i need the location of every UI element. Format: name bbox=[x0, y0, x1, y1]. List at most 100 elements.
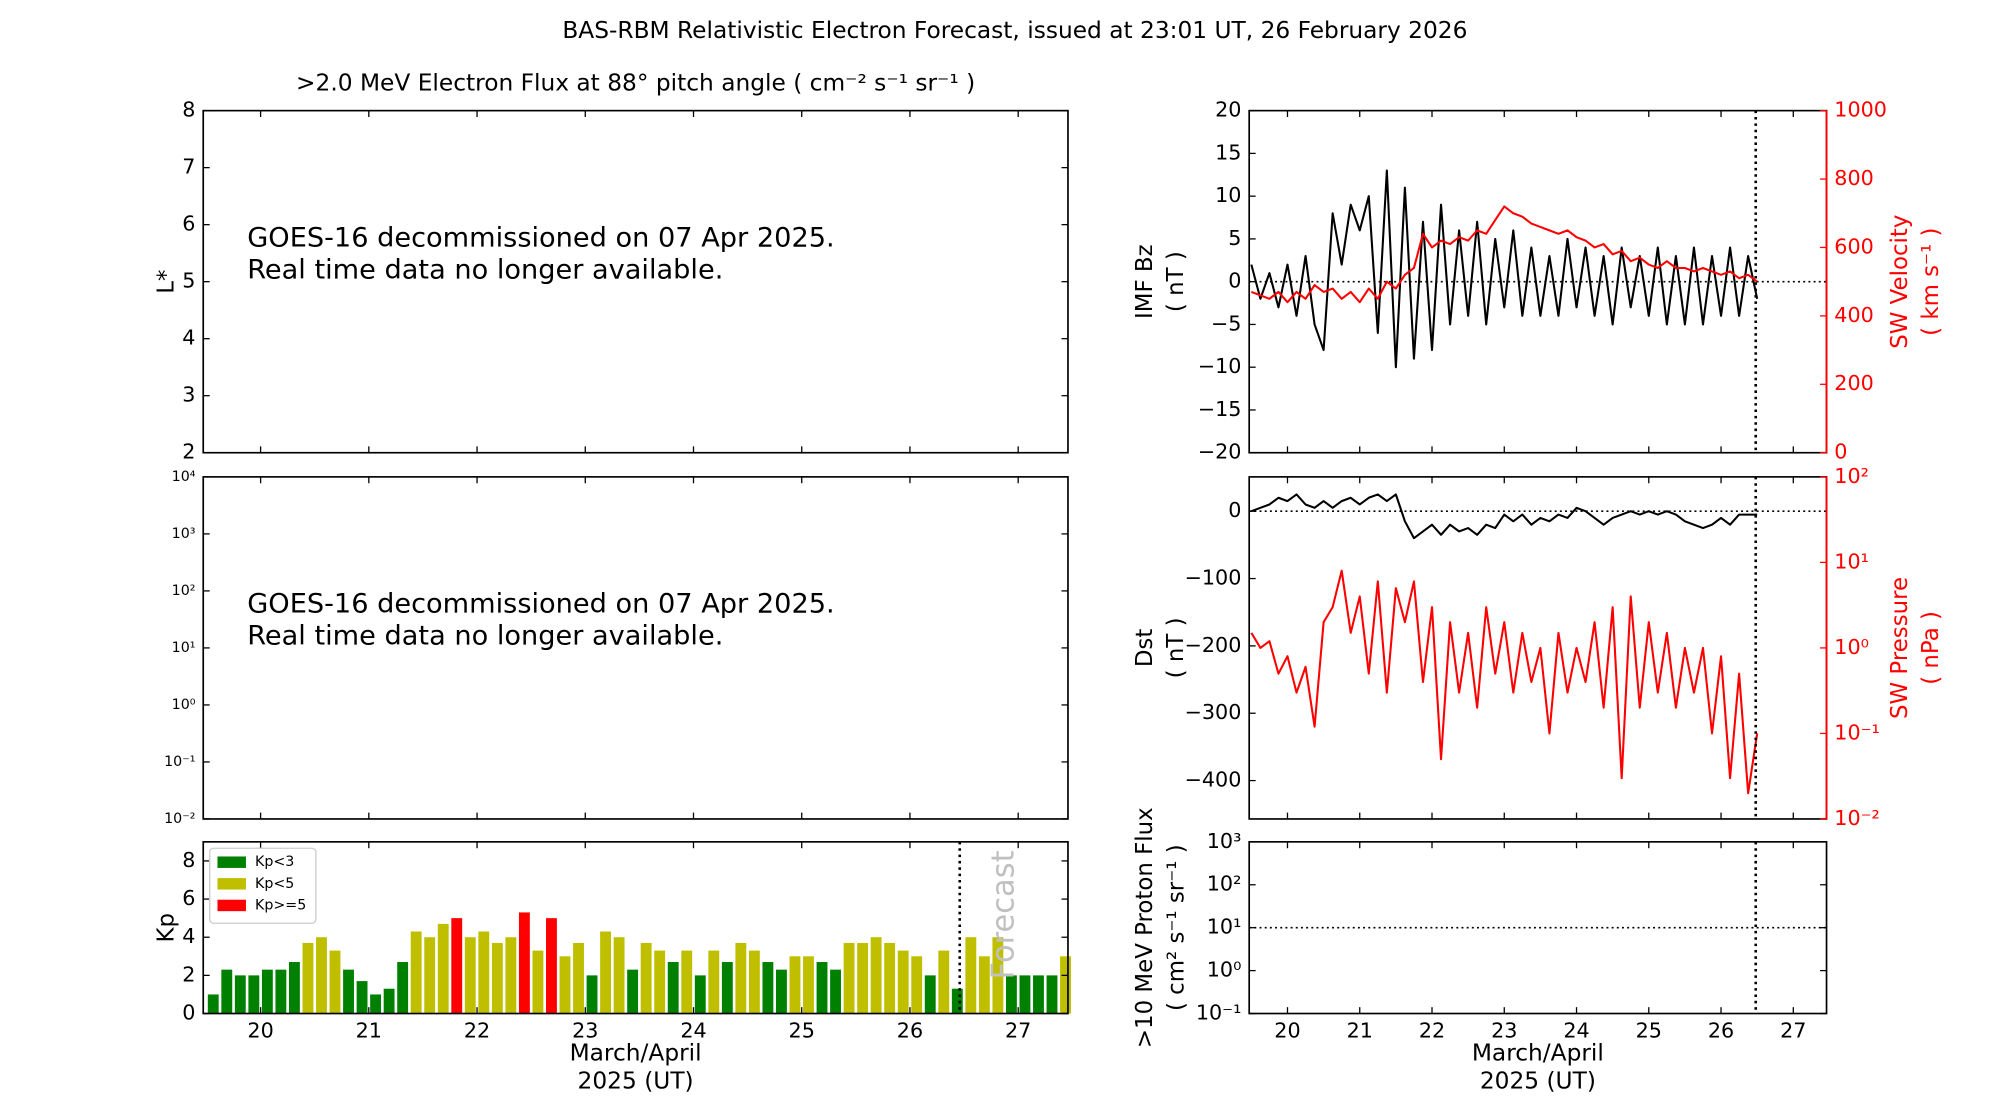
y-tick-label: 20 bbox=[1215, 98, 1241, 122]
bar bbox=[748, 950, 760, 1014]
bar bbox=[924, 975, 936, 1014]
x-tick-label: 24 bbox=[1563, 1018, 1589, 1042]
y-tick-label: −10 bbox=[1198, 354, 1242, 378]
bar bbox=[667, 962, 679, 1014]
bar bbox=[248, 975, 260, 1014]
y-tick-label: 10³ bbox=[1207, 829, 1242, 853]
bar bbox=[424, 937, 436, 1014]
bar bbox=[978, 956, 990, 1014]
panel-title: >2.0 MeV Electron Flux at 88° pitch angl… bbox=[296, 71, 975, 97]
bar bbox=[830, 969, 841, 1014]
y-axis-label: ( nT ) bbox=[1163, 617, 1189, 678]
bar bbox=[884, 942, 896, 1014]
y2-tick-label: 200 bbox=[1834, 371, 1874, 395]
bar bbox=[803, 956, 814, 1014]
y2-axis-label: ( km s⁻¹ ) bbox=[1918, 228, 1944, 336]
y2-axis-label: ( nPa ) bbox=[1918, 611, 1944, 685]
bar bbox=[546, 918, 557, 1014]
y2-tick-label: 1000 bbox=[1834, 98, 1887, 122]
y-tick-label: 0 bbox=[182, 1001, 195, 1025]
bar bbox=[1019, 975, 1031, 1014]
y-tick-label: −200 bbox=[1185, 633, 1242, 657]
y-tick-label: 10 bbox=[1215, 183, 1241, 207]
forecast-label: Forecast bbox=[985, 850, 1021, 979]
bar bbox=[437, 923, 449, 1014]
y-axis-label: Kp bbox=[153, 913, 179, 943]
bar bbox=[370, 994, 382, 1014]
y-tick-label: 10¹ bbox=[1207, 915, 1242, 939]
y2-tick-label: 10⁻² bbox=[1834, 806, 1880, 830]
bar bbox=[789, 956, 801, 1014]
bar bbox=[992, 937, 1004, 1014]
y2-axis-label: SW Velocity bbox=[1887, 215, 1913, 349]
bar bbox=[694, 975, 706, 1014]
bar bbox=[911, 956, 923, 1014]
annotation: Real time data no longer available. bbox=[247, 255, 723, 286]
legend-swatch bbox=[217, 856, 246, 868]
y2-tick-label: 10² bbox=[1834, 464, 1869, 488]
axes-frame bbox=[202, 841, 1069, 1015]
x-tick-label: 25 bbox=[1636, 1018, 1662, 1042]
legend-label: Kp>=5 bbox=[255, 898, 306, 914]
bar bbox=[1005, 975, 1017, 1014]
bar bbox=[951, 988, 963, 1014]
bar bbox=[1046, 975, 1058, 1014]
y-tick-label: 10⁰ bbox=[172, 697, 196, 713]
x-tick-label: 27 bbox=[1005, 1018, 1031, 1042]
bar bbox=[478, 931, 490, 1014]
bar bbox=[681, 950, 693, 1014]
bar bbox=[721, 962, 733, 1014]
bar bbox=[640, 942, 652, 1014]
x-tick-label: 24 bbox=[680, 1018, 706, 1042]
bar bbox=[234, 975, 246, 1014]
x-tick-label: 20 bbox=[1274, 1018, 1300, 1042]
bar bbox=[586, 975, 598, 1014]
y2-tick-label: 10¹ bbox=[1834, 550, 1869, 574]
y-tick-label: 7 bbox=[182, 155, 195, 179]
y-axis-label: >10 MeV Proton Flux bbox=[1132, 807, 1158, 1048]
bar bbox=[397, 962, 409, 1014]
y-tick-label: 2 bbox=[182, 440, 195, 464]
bar bbox=[383, 988, 395, 1014]
y-tick-label: −20 bbox=[1198, 440, 1242, 464]
y-tick-label: 4 bbox=[182, 924, 195, 948]
y-tick-label: 0 bbox=[1228, 269, 1241, 293]
bar bbox=[329, 950, 341, 1014]
x-tick-label: 21 bbox=[1347, 1018, 1373, 1042]
y2-tick-label: 800 bbox=[1834, 166, 1874, 190]
y-tick-label: 2 bbox=[182, 962, 195, 986]
bar bbox=[464, 937, 476, 1014]
y-axis-label: IMF Bz bbox=[1132, 244, 1158, 319]
y-tick-label: 10² bbox=[172, 583, 196, 599]
y-tick-label: 4 bbox=[182, 326, 195, 350]
y-tick-label: −400 bbox=[1185, 768, 1242, 792]
bar bbox=[518, 912, 530, 1014]
legend-label: Kp<5 bbox=[255, 876, 294, 892]
y-tick-label: −100 bbox=[1185, 566, 1242, 590]
data-line bbox=[1250, 493, 1758, 540]
x-axis-label: March/April bbox=[1472, 1041, 1604, 1067]
bar bbox=[627, 969, 639, 1014]
y2-tick-label: 10⁰ bbox=[1834, 635, 1869, 659]
y-tick-label: 6 bbox=[182, 212, 195, 236]
x-tick-label: 23 bbox=[572, 1018, 598, 1042]
legend-swatch bbox=[217, 878, 246, 890]
bar bbox=[356, 981, 368, 1014]
y-tick-label: 5 bbox=[1228, 226, 1241, 250]
annotation: Real time data no longer available. bbox=[247, 621, 723, 652]
bar bbox=[316, 937, 327, 1014]
bar bbox=[1033, 975, 1044, 1014]
bar bbox=[573, 942, 584, 1014]
bar bbox=[410, 931, 422, 1014]
annotation: GOES-16 decommissioned on 07 Apr 2025. bbox=[247, 223, 834, 254]
y-tick-label: 8 bbox=[182, 98, 195, 122]
y2-axis-label: SW Pressure bbox=[1887, 577, 1913, 719]
y-tick-label: 15 bbox=[1215, 141, 1241, 165]
data-line bbox=[1250, 569, 1759, 795]
y-tick-label: 0 bbox=[1228, 498, 1241, 522]
bar bbox=[491, 942, 503, 1014]
y-tick-label: −5 bbox=[1211, 312, 1242, 336]
y-tick-label: 3 bbox=[182, 383, 195, 407]
x-tick-label: 22 bbox=[464, 1018, 490, 1042]
